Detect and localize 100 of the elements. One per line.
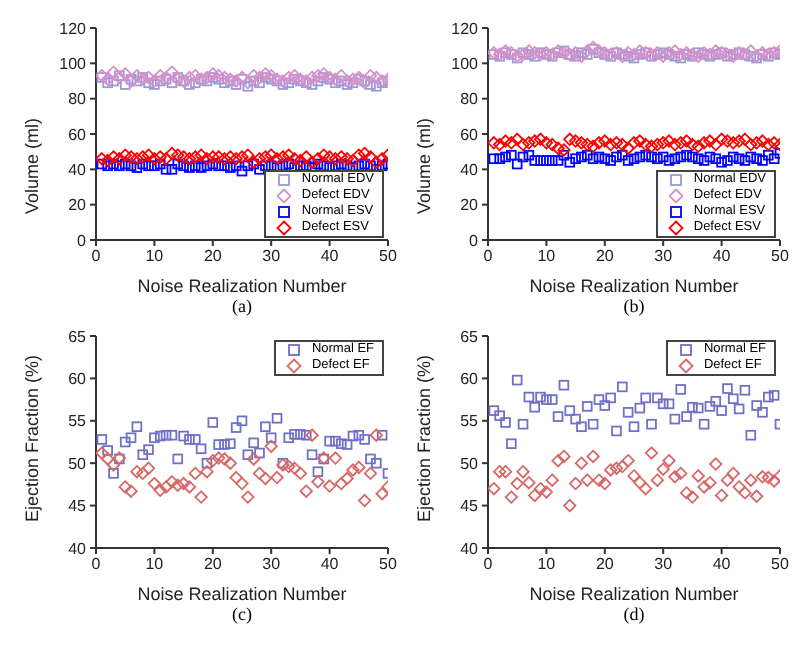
- point: [141, 461, 156, 475]
- x-axis-title: Noise Realization Number: [529, 276, 739, 296]
- point: [726, 466, 740, 480]
- point: [358, 493, 372, 508]
- point: [178, 160, 189, 172]
- point: [363, 466, 378, 480]
- point: [369, 155, 383, 169]
- point: [182, 70, 197, 85]
- point: [165, 475, 179, 489]
- point: [761, 137, 775, 152]
- point: [644, 139, 659, 153]
- point: [586, 139, 600, 153]
- point: [710, 153, 722, 165]
- point: [159, 152, 173, 166]
- point: [371, 457, 382, 469]
- point: [369, 70, 383, 85]
- point: [347, 430, 359, 442]
- point: [131, 162, 143, 173]
- point: [118, 67, 132, 81]
- point: [340, 471, 354, 486]
- point: [539, 136, 554, 150]
- point: [691, 469, 705, 483]
- point: [761, 471, 775, 485]
- point: [282, 459, 296, 474]
- point: [698, 418, 710, 430]
- x-tick-label: 50: [379, 555, 398, 574]
- point: [675, 384, 687, 395]
- point: [212, 451, 226, 465]
- point: [587, 153, 599, 165]
- point: [312, 466, 324, 477]
- point: [340, 74, 354, 88]
- point: [229, 471, 243, 485]
- point: [722, 383, 733, 394]
- point: [154, 430, 166, 442]
- point: [615, 459, 629, 474]
- x-tick-label: 30: [262, 555, 282, 574]
- point: [375, 487, 388, 501]
- point: [184, 162, 195, 173]
- point: [650, 137, 664, 152]
- point: [714, 132, 729, 146]
- y-tick-label: 100: [451, 55, 480, 74]
- point: [517, 151, 529, 163]
- y-tick-label: 65: [68, 327, 88, 346]
- point: [241, 76, 255, 90]
- point: [119, 158, 131, 170]
- point: [615, 137, 629, 152]
- point: [217, 152, 232, 166]
- point: [96, 446, 109, 460]
- point: [738, 132, 752, 146]
- point: [96, 434, 108, 445]
- point: [709, 137, 723, 152]
- point: [102, 77, 113, 89]
- point: [545, 473, 559, 487]
- point: [692, 47, 704, 59]
- point: [137, 158, 149, 170]
- point: [172, 158, 184, 170]
- point: [324, 435, 335, 447]
- point: [106, 150, 121, 164]
- point: [171, 478, 185, 492]
- point: [335, 438, 347, 449]
- point: [733, 153, 745, 165]
- point: [219, 77, 230, 89]
- point: [656, 136, 670, 150]
- point: [617, 381, 628, 393]
- point: [586, 449, 600, 464]
- y-tick-label: 80: [68, 90, 88, 109]
- point: [248, 437, 259, 449]
- point: [363, 150, 378, 164]
- point: [194, 490, 208, 504]
- x-tick-label: 0: [91, 555, 102, 574]
- point: [283, 432, 295, 444]
- point: [751, 400, 762, 411]
- point: [552, 411, 564, 422]
- point: [621, 141, 635, 155]
- point: [213, 73, 224, 85]
- text: (a): [230, 296, 254, 316]
- point: [334, 69, 348, 83]
- point: [657, 398, 669, 410]
- point: [235, 476, 249, 491]
- point: [108, 75, 119, 87]
- point: [305, 70, 319, 85]
- point: [171, 148, 185, 162]
- point: [709, 457, 723, 471]
- point: [488, 482, 501, 496]
- point: [745, 151, 757, 163]
- point: [568, 134, 583, 148]
- point: [750, 489, 764, 503]
- point: [141, 148, 156, 162]
- point: [369, 428, 383, 442]
- point: [622, 155, 634, 166]
- point: [188, 466, 202, 480]
- point: [568, 476, 583, 491]
- point: [188, 69, 202, 83]
- y-tick-label: 50: [460, 454, 480, 473]
- x-tick-label: 0: [483, 555, 494, 574]
- point: [213, 439, 224, 450]
- point: [334, 150, 348, 164]
- point: [726, 136, 740, 150]
- x-tick-label: 40: [320, 555, 340, 574]
- point: [510, 132, 524, 146]
